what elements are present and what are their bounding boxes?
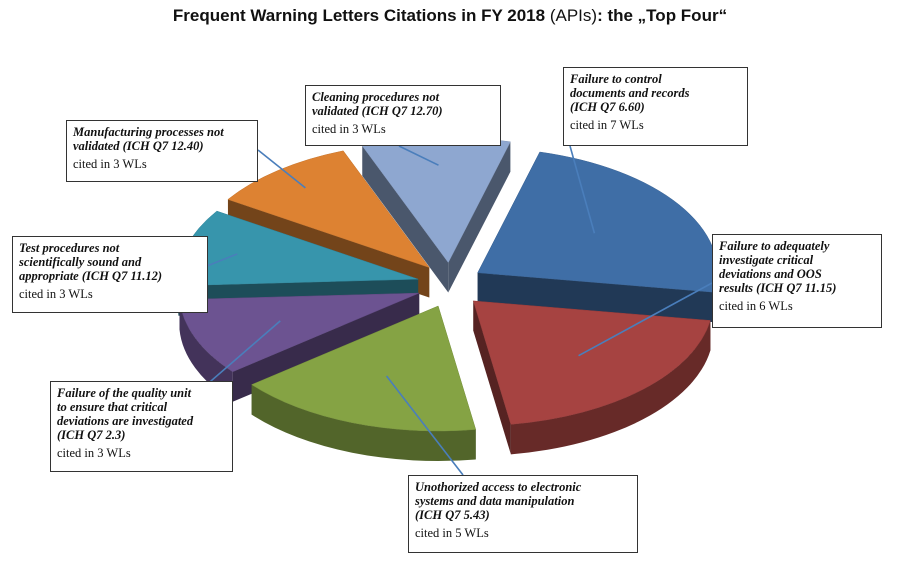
callout-label: Cleaning procedures not validated (ICH Q…: [312, 90, 443, 118]
slice-wall: [477, 272, 715, 323]
callout-label: Failure to adequately investigate critic…: [719, 239, 837, 295]
slice-wall: [362, 145, 449, 293]
chart-title-main: Frequent Warning Letters Citations in FY…: [172, 6, 546, 25]
callout-test-procedures: Test procedures not scientifically sound…: [12, 236, 208, 313]
leader-line: [578, 282, 713, 357]
callout-quality-unit: Failure of the quality unit to ensure th…: [50, 381, 233, 472]
callout-cleaning-procedures: Cleaning procedures not validated (ICH Q…: [305, 85, 501, 146]
chart-title: Frequent Warning Letters Citations in FY…: [0, 6, 900, 26]
leader-line: [569, 145, 596, 234]
callout-manufacturing-processes: Manufacturing processes not validated (I…: [66, 120, 258, 182]
callout-count: cited in 3 WLs: [19, 287, 93, 301]
slice-side: [510, 320, 711, 455]
callout-label: Unothorized access to electronic systems…: [415, 480, 582, 522]
callout-documents-records: Failure to control documents and records…: [563, 67, 748, 146]
pie-slice: [251, 305, 477, 432]
callout-investigate-deviations: Failure to adequately investigate critic…: [712, 234, 882, 328]
leader-line: [385, 375, 464, 476]
callout-count: cited in 3 WLs: [312, 122, 386, 136]
leader-line: [398, 145, 439, 166]
callout-count: cited in 5 WLs: [415, 526, 489, 540]
slice-wall: [473, 300, 511, 455]
callout-count: cited in 6 WLs: [719, 299, 793, 313]
slice-side: [251, 384, 476, 462]
chart-title-paren: (APIs): [549, 6, 598, 25]
pie-slice: [477, 151, 718, 293]
leader-lines: [165, 145, 713, 476]
chart-title-tail: : the „Top Four“: [597, 6, 728, 25]
callout-label: Failure to control documents and records…: [570, 72, 690, 114]
callout-unauthorized-access: Unothorized access to electronic systems…: [408, 475, 638, 553]
callout-label: Failure of the quality unit to ensure th…: [57, 386, 194, 442]
callout-label: Manufacturing processes not validated (I…: [73, 125, 224, 153]
pie-slice: [227, 150, 430, 269]
leader-line: [206, 253, 238, 267]
pie-slice: [472, 300, 711, 425]
slice-wall: [448, 141, 511, 293]
leader-line: [257, 149, 306, 189]
callout-count: cited in 3 WLs: [73, 157, 147, 171]
callout-count: cited in 7 WLs: [570, 118, 644, 132]
callout-label: Test procedures not scientifically sound…: [19, 241, 163, 283]
pie-tops: [177, 137, 718, 432]
callout-count: cited in 3 WLs: [57, 446, 131, 460]
